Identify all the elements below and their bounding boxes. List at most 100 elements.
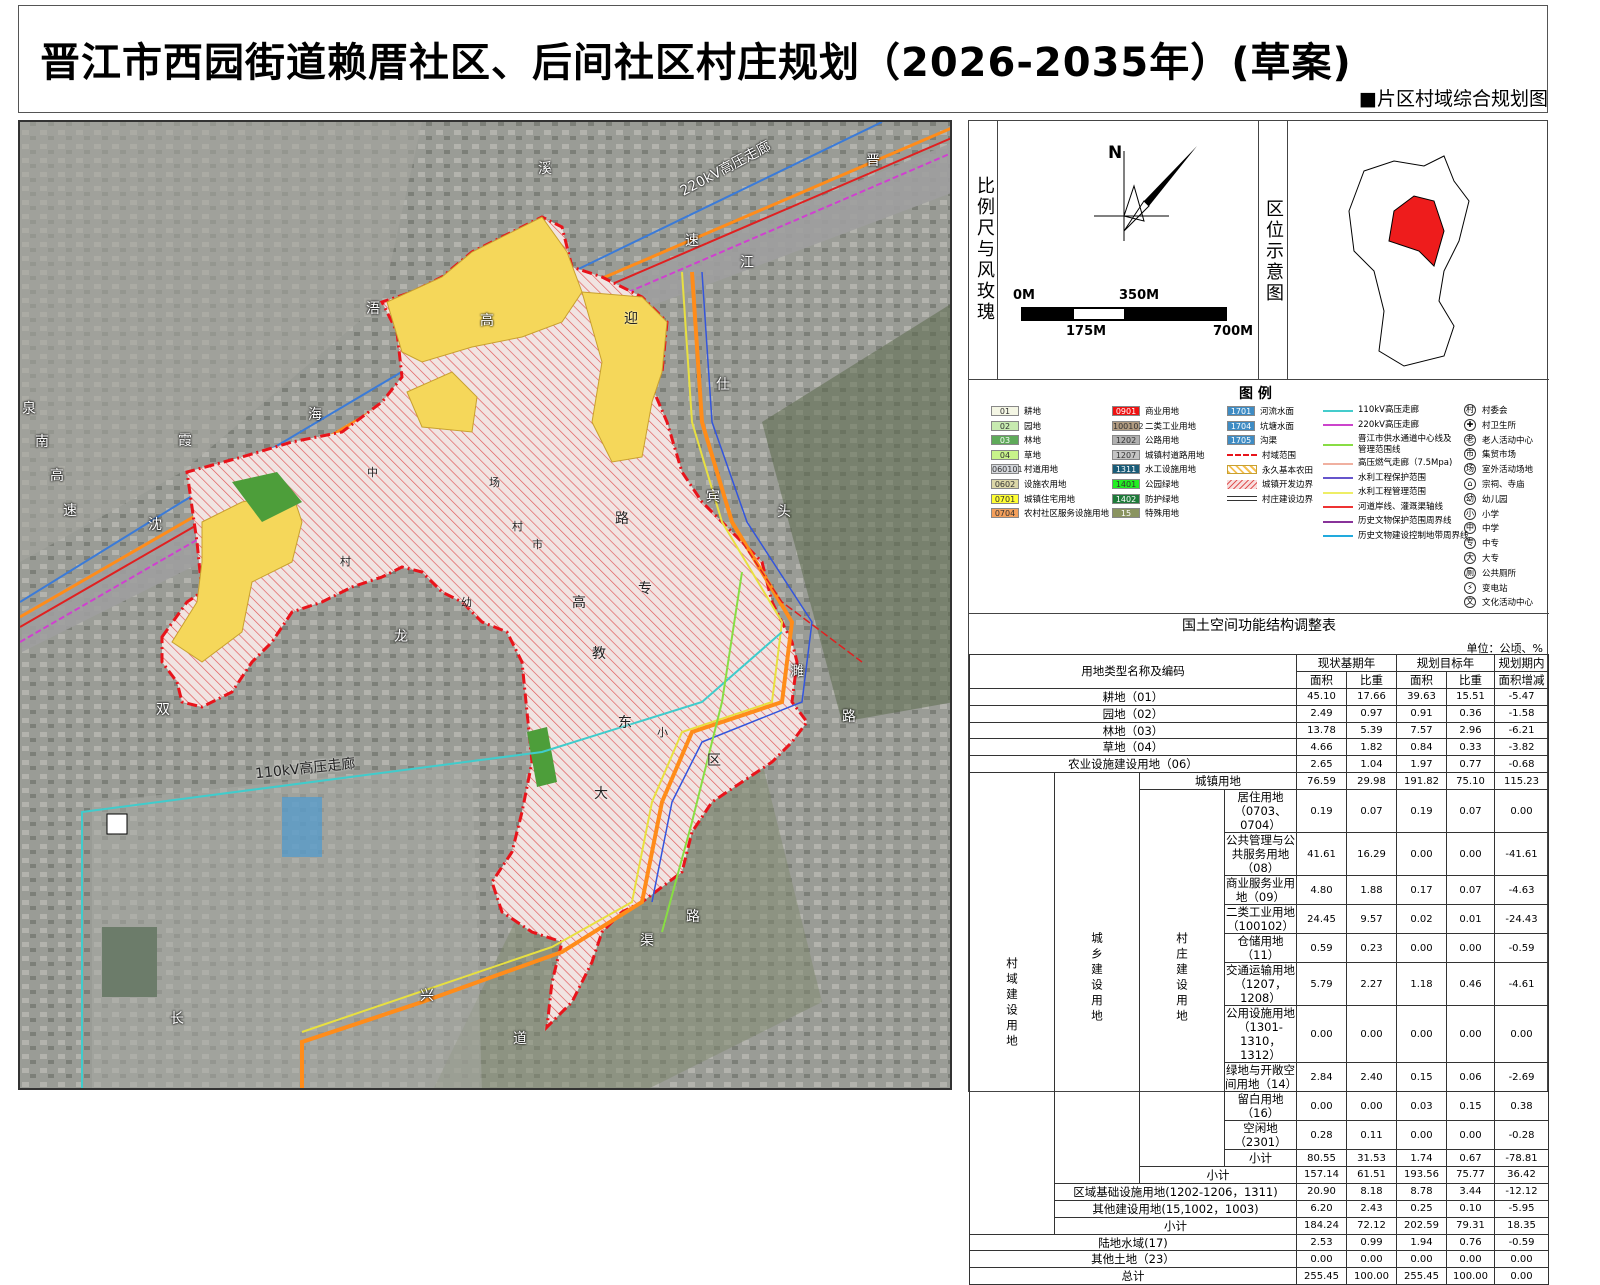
- row-value: 2.65: [1296, 755, 1347, 774]
- row-name: 小计: [1139, 1166, 1297, 1184]
- row-value: 0.00: [1494, 789, 1549, 834]
- legend-item-symbol: ✚ 村卫生所: [1464, 418, 1516, 431]
- legend-swatch: 0901: [1112, 406, 1140, 416]
- urban-area: [20, 122, 422, 562]
- map-label: 头: [777, 504, 791, 520]
- row-name: 二类工业用地（100102）: [1224, 904, 1297, 935]
- map-label: 高: [480, 313, 494, 329]
- map-label: 东: [618, 715, 632, 731]
- row-value: 41.61: [1296, 832, 1347, 877]
- row-name: 总计: [969, 1267, 1297, 1285]
- map-label: 速: [63, 503, 77, 519]
- map-label: 沈: [148, 517, 162, 533]
- pond: [102, 927, 157, 997]
- row-value: 0.91: [1396, 704, 1447, 723]
- legend-item-line: 晋江市供水通道中心线及管理范围线: [1323, 434, 1454, 456]
- legend-symbol-icon: ⌂: [1464, 478, 1476, 490]
- row-value: 100.00: [1446, 1267, 1495, 1285]
- row-value: 0.00: [1346, 1005, 1397, 1064]
- legend-label: 特殊用地: [1145, 509, 1180, 520]
- legend-symbol-icon: 老: [1464, 433, 1476, 446]
- legend-line-swatch: [1227, 479, 1257, 489]
- legend-symbol-icon: ⚡: [1464, 581, 1476, 594]
- legend-item-landuse: 03 林地: [991, 434, 1041, 446]
- legend-symbol-icon: 市: [1464, 448, 1476, 461]
- legend-label: 中专: [1482, 539, 1500, 550]
- map-label: 大: [594, 786, 608, 802]
- legend-swatch: 0602: [991, 479, 1019, 489]
- legend-line-swatch: [1323, 462, 1353, 465]
- row-value: 1.97: [1396, 755, 1447, 774]
- row-name: 商业服务业用地（09）: [1224, 875, 1297, 906]
- row-value: 8.78: [1396, 1182, 1447, 1201]
- legend-item-landuse: 1202 公路用地: [1112, 434, 1179, 446]
- legend-label: 水利工程保护范围: [1358, 472, 1427, 483]
- map-label: 路: [615, 511, 629, 527]
- row-value: 7.57: [1396, 721, 1447, 740]
- map-label: 南: [35, 434, 49, 450]
- row-value: 0.00: [1396, 1120, 1447, 1151]
- row-value: 0.00: [1396, 1005, 1447, 1064]
- row-value: 0.19: [1296, 789, 1347, 834]
- legend-item-landuse: 02 园地: [991, 420, 1041, 432]
- map-label: 兴: [420, 988, 434, 1004]
- row-value: -5.95: [1494, 1199, 1549, 1218]
- row-value: 1.88: [1346, 875, 1397, 906]
- map-label: 市: [532, 538, 543, 551]
- row-value: 0.11: [1346, 1120, 1397, 1151]
- header-area: 面积: [1396, 670, 1447, 689]
- legend-item-landuse: 0602 设施农用地: [991, 478, 1067, 490]
- row-value: 0.23: [1346, 933, 1397, 964]
- row-value: 2.40: [1346, 1062, 1397, 1093]
- row-value: 0.00: [1494, 1005, 1549, 1064]
- scale-tick: 0M: [1013, 288, 1035, 303]
- legend-item-landuse: 15 特殊用地: [1112, 507, 1179, 519]
- row-value: 0.25: [1396, 1199, 1447, 1218]
- legend-item-line: 历史文物保护范围周界线: [1323, 516, 1488, 527]
- row-value: 0.00: [1494, 1250, 1549, 1269]
- row-value: 0.07: [1446, 789, 1495, 834]
- legend-item-landuse: 1311 水工设施用地: [1112, 463, 1196, 475]
- map-label: 浯: [366, 301, 380, 317]
- legend-line-swatch: [1227, 496, 1257, 502]
- legend-label: 城镇住宅用地: [1024, 494, 1076, 505]
- map-label: 宾: [706, 489, 720, 505]
- row-value: 184.24: [1296, 1216, 1347, 1235]
- row-value: 0.00: [1396, 832, 1447, 877]
- row-value: -0.59: [1494, 933, 1549, 964]
- row-value: 0.00: [1446, 1005, 1495, 1064]
- location-highlight: [1388, 195, 1445, 267]
- legend-swatch: 1705: [1227, 435, 1255, 446]
- row-value: -0.68: [1494, 755, 1549, 774]
- row-value: -4.63: [1494, 875, 1549, 906]
- table-row: 其他建设用地(15,1002，1003) 6.20 2.43 0.25 0.10 -5.9…: [970, 1199, 1549, 1218]
- legend-item-line: 水利工程管理范围: [1323, 487, 1488, 498]
- row-value: 115.23: [1494, 772, 1549, 791]
- row-value: 9.57: [1346, 904, 1397, 935]
- residential-east: [581, 291, 668, 463]
- row-value: 1.82: [1346, 738, 1397, 757]
- row-value: 0.97: [1346, 704, 1397, 723]
- legend-label: 沟渠: [1260, 436, 1278, 447]
- row-value: 3.44: [1446, 1182, 1495, 1201]
- legend-label: 历史文物保护范围周界线: [1358, 516, 1452, 526]
- row-value: 202.59: [1396, 1216, 1447, 1235]
- table-row: 绿地与开敞空间用地（14） 2.84 2.40 0.15 0.06 -2.69: [970, 1062, 1549, 1093]
- table-row: 公用设施用地（1301-1310，1312） 0.00 0.00 0.00 0.00 0.…: [970, 1005, 1549, 1064]
- legend-item-landuse: 04 草地: [991, 449, 1041, 461]
- row-value: 157.14: [1296, 1166, 1347, 1184]
- row-value: 31.53: [1346, 1149, 1397, 1168]
- map-label: 路: [842, 709, 856, 725]
- row-value: 0.15: [1446, 1091, 1495, 1122]
- header-ratio: 比重: [1346, 670, 1397, 689]
- scale-tick: 175M: [1066, 324, 1107, 339]
- row-value: 24.45: [1296, 904, 1347, 935]
- legend-label: 林地: [1024, 436, 1042, 447]
- legend-symbol-icon: 文: [1464, 596, 1476, 609]
- group-village: 村庄建设用地: [1139, 789, 1225, 1168]
- row-name: 仓储用地（11）: [1224, 933, 1297, 964]
- row-value: -1.58: [1494, 704, 1549, 723]
- legend-label: 文化活动中心: [1482, 598, 1534, 609]
- map-label: 龙: [394, 629, 408, 645]
- side-panel: 比例尺与风玫瑰 区位示意图 N 0M 350M 175M 700M 图 例 01…: [968, 120, 1549, 1285]
